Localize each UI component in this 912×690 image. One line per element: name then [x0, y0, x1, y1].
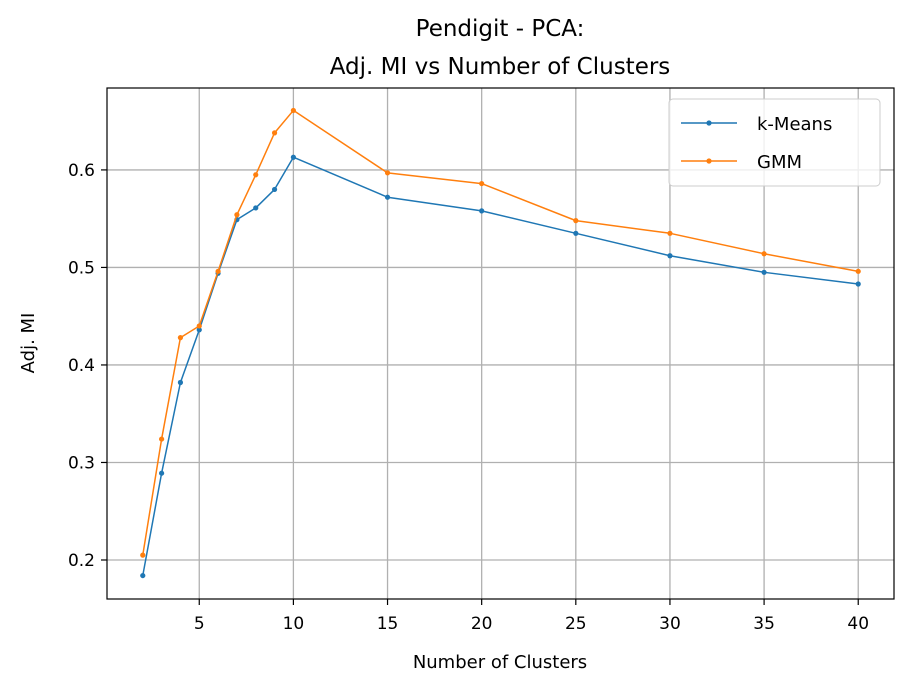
legend-box: [668, 98, 881, 187]
data-point-gmm: [253, 172, 259, 178]
data-point-k-means: [196, 327, 202, 333]
x-axis-label: Number of Clusters: [413, 652, 587, 673]
x-tick-label: 20: [471, 614, 493, 634]
data-point-gmm: [855, 268, 861, 274]
data-point-k-means: [253, 205, 259, 211]
data-point-k-means: [271, 186, 278, 193]
x-tick-label: 35: [753, 614, 775, 634]
data-point-gmm: [761, 251, 767, 257]
y-tick-label: 0.5: [68, 258, 95, 278]
chart-title-line2: Adj. MI vs Number of Clusters: [330, 54, 671, 80]
data-point-k-means: [573, 230, 579, 236]
y-axis: 0.2 0.3 0.4 0.5 0.6: [68, 161, 107, 571]
legend-gmm-marker: [706, 158, 712, 164]
legend-gmm-label: GMM: [757, 152, 802, 173]
data-point-gmm: [234, 212, 240, 218]
data-point-k-means: [384, 194, 391, 200]
data-point-k-means: [667, 253, 673, 259]
x-tick-label: 10: [283, 614, 305, 634]
x-axis: 5 10 15 20 25 30 35 40: [194, 599, 869, 634]
data-point-gmm: [196, 323, 202, 329]
x-tick-label: 25: [565, 614, 587, 634]
data-point-k-means: [159, 470, 165, 476]
data-point-k-means: [855, 281, 861, 287]
data-point-gmm: [177, 335, 184, 341]
data-point-k-means: [177, 379, 184, 386]
legend-kmeans-label: k-Means: [757, 114, 832, 135]
y-tick-label: 0.4: [68, 356, 95, 376]
legend-kmeans-marker: [706, 120, 712, 126]
data-point-gmm: [290, 107, 296, 114]
y-axis-label: Adj. MI: [18, 313, 39, 374]
data-point-gmm: [140, 552, 146, 558]
data-point-k-means: [290, 154, 296, 160]
data-point-k-means: [479, 208, 485, 214]
data-point-k-means: [140, 572, 146, 579]
y-tick-label: 0.2: [68, 551, 95, 571]
plot-area-frame: [106, 87, 895, 600]
data-point-gmm: [479, 180, 485, 187]
x-tick-label: 30: [659, 614, 681, 634]
data-point-gmm: [667, 230, 673, 236]
data-point-gmm: [384, 170, 391, 176]
y-tick-label: 0.3: [68, 453, 95, 473]
data-point-k-means: [761, 269, 767, 275]
data-point-gmm: [215, 268, 221, 274]
chart-title-line1: Pendigit - PCA:: [416, 16, 585, 42]
y-tick-label: 0.6: [68, 161, 95, 181]
x-tick-label: 40: [847, 614, 869, 634]
series-layer: [140, 107, 861, 579]
x-tick-label: 5: [194, 614, 205, 634]
x-tick-label: 15: [377, 614, 399, 634]
legend: k-Means GMM: [668, 98, 881, 187]
data-point-gmm: [573, 218, 579, 224]
data-point-gmm: [271, 130, 278, 136]
data-point-gmm: [159, 436, 165, 442]
